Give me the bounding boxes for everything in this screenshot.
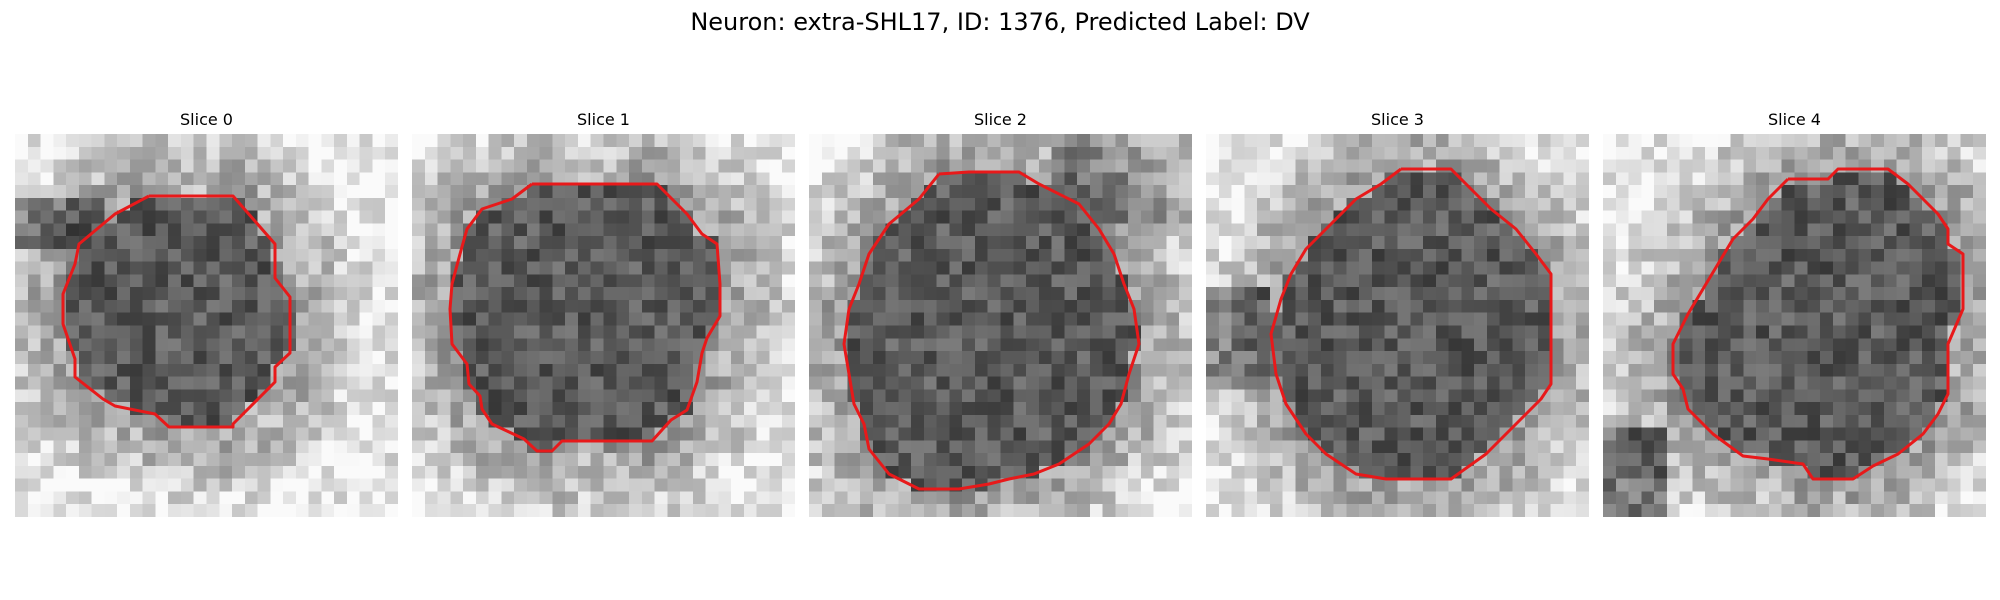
em-image — [412, 134, 795, 517]
slice-image-panel — [809, 134, 1192, 517]
slice-title: Slice 4 — [1768, 110, 1821, 129]
slice-image-panel — [1206, 134, 1589, 517]
slice-title: Slice 1 — [577, 110, 630, 129]
segmentation-contour-overlay — [1671, 167, 1965, 481]
segmentation-contour-overlay — [1269, 167, 1553, 481]
slice-image-panel — [412, 134, 795, 517]
segmentation-contour — [448, 182, 722, 453]
segmentation-contour-overlay — [842, 170, 1141, 491]
slice-title: Slice 2 — [974, 110, 1027, 129]
slice-title: Slice 3 — [1371, 110, 1424, 129]
segmentation-contour-overlay — [61, 194, 292, 429]
em-image — [15, 134, 398, 517]
segmentation-contour — [1671, 167, 1965, 481]
segmentation-contour — [842, 170, 1141, 491]
slice-image-panel — [15, 134, 398, 517]
segmentation-contour-overlay — [448, 182, 722, 453]
segmentation-contour — [61, 194, 292, 429]
slice-title: Slice 0 — [180, 110, 233, 129]
slice-image-panel — [1603, 134, 1986, 517]
em-image — [1206, 134, 1589, 517]
figure-title: Neuron: extra-SHL17, ID: 1376, Predicted… — [690, 8, 1310, 36]
segmentation-contour — [1269, 167, 1553, 481]
